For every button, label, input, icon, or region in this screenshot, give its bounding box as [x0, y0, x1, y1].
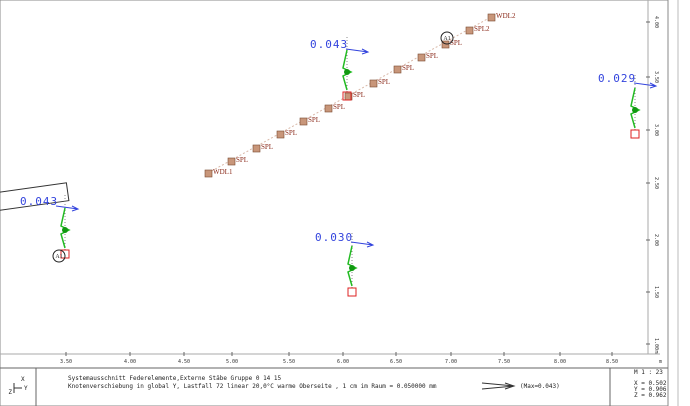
- y-tick-label: 1.00: [653, 338, 659, 350]
- spring-node: [276, 130, 285, 139]
- support-cube: [342, 91, 352, 101]
- displacement-value: 0.043: [310, 38, 348, 51]
- y-tick-label: 3.00: [653, 124, 659, 136]
- frame: [0, 0, 669, 406]
- support-cube: [630, 129, 640, 139]
- spring-node: [487, 13, 496, 22]
- support-marker: [52, 249, 66, 263]
- spring-node: [441, 40, 450, 49]
- node-label: SPL: [308, 116, 320, 124]
- node-label: SPL: [402, 64, 414, 72]
- x-tick-label: 5.00: [226, 359, 238, 365]
- x-unit: m: [659, 359, 662, 365]
- support-marker: [440, 31, 454, 45]
- y-tick-label: 3.50: [653, 71, 659, 83]
- node-label: SPL: [333, 103, 345, 111]
- spring-node: [227, 157, 236, 166]
- y-tick-label: 2.50: [653, 177, 659, 189]
- spring: [60, 207, 71, 249]
- footer-line1: Systemausschnitt Federelemente,Externe S…: [68, 375, 282, 382]
- node-label: SPL: [261, 143, 273, 151]
- x-tick-label: 6.50: [390, 359, 402, 365]
- node-label: SPL: [236, 156, 248, 164]
- disp-arrow: [350, 241, 375, 248]
- node-label: WDL1: [213, 168, 233, 176]
- footer-x: X = 0.502: [634, 380, 667, 387]
- footer-line2: Knotenverschiebung in global Y, Lastfall…: [68, 383, 437, 390]
- spring-node: [369, 79, 378, 88]
- footer-scale: M 1 : 23: [634, 369, 663, 376]
- spring-core: [344, 69, 350, 75]
- x-tick-label: 4.50: [178, 359, 190, 365]
- footer-max: (Max=0.043): [520, 383, 560, 390]
- support-label: A1: [443, 36, 450, 42]
- y-tick-label: 2.00: [653, 234, 659, 246]
- node-label: SPL: [426, 52, 438, 60]
- node-label: SPL: [450, 39, 462, 47]
- y-tick-label: 4.00: [653, 16, 659, 28]
- x-tick-label: 4.00: [124, 359, 136, 365]
- disp-arrow: [633, 82, 658, 89]
- axis-x: X: [21, 376, 25, 383]
- spring: [342, 49, 353, 91]
- node-label: SPL2: [474, 25, 490, 33]
- spring-core: [62, 227, 68, 233]
- spring-node: [393, 65, 402, 74]
- node-label: SPL: [285, 129, 297, 137]
- spring: [630, 87, 641, 129]
- highlight-box: [0, 182, 70, 212]
- node-label: WDL2: [496, 12, 516, 20]
- displacement-value: 0.030: [315, 231, 353, 244]
- y-tick-label: 1.50: [653, 286, 659, 298]
- spring-core: [349, 265, 355, 271]
- footer-z: Z = 0.962: [634, 392, 667, 399]
- x-tick-label: 5.50: [283, 359, 295, 365]
- spring: [347, 245, 358, 287]
- x-tick-label: 6.00: [337, 359, 349, 365]
- node-label: SPL: [353, 91, 365, 99]
- spring-core: [632, 107, 638, 113]
- node-label: SPL: [378, 78, 390, 86]
- x-tick-label: 7.00: [445, 359, 457, 365]
- axis-icon: Z X Y: [8, 376, 28, 396]
- spring-node: [324, 104, 333, 113]
- displacement-glyph: [342, 37, 370, 101]
- disp-arrow: [55, 205, 80, 212]
- support-cube: [347, 287, 357, 297]
- support-label: A1: [55, 254, 62, 260]
- disp-arrow: [345, 48, 370, 55]
- spring-node: [299, 117, 308, 126]
- x-tick-label: 3.50: [60, 359, 72, 365]
- spring-node: [465, 26, 474, 35]
- x-tick-label: 8.00: [554, 359, 566, 365]
- axis-z: Z: [8, 389, 12, 396]
- axis-y: Y: [24, 385, 28, 392]
- spring-node: [252, 144, 261, 153]
- x-tick-label: 8.50: [606, 359, 618, 365]
- max-arrow: [481, 382, 516, 390]
- displacement-value: 0.043: [20, 195, 58, 208]
- displacement-value: 0.029: [598, 72, 636, 85]
- y-unit: m: [653, 350, 659, 353]
- spring-node: [204, 169, 213, 178]
- footer-y: Y = 0.906: [634, 386, 667, 393]
- x-tick-label: 7.50: [498, 359, 510, 365]
- spring-node: [417, 53, 426, 62]
- displacement-glyph: [630, 75, 658, 139]
- displacement-glyph: [347, 233, 375, 297]
